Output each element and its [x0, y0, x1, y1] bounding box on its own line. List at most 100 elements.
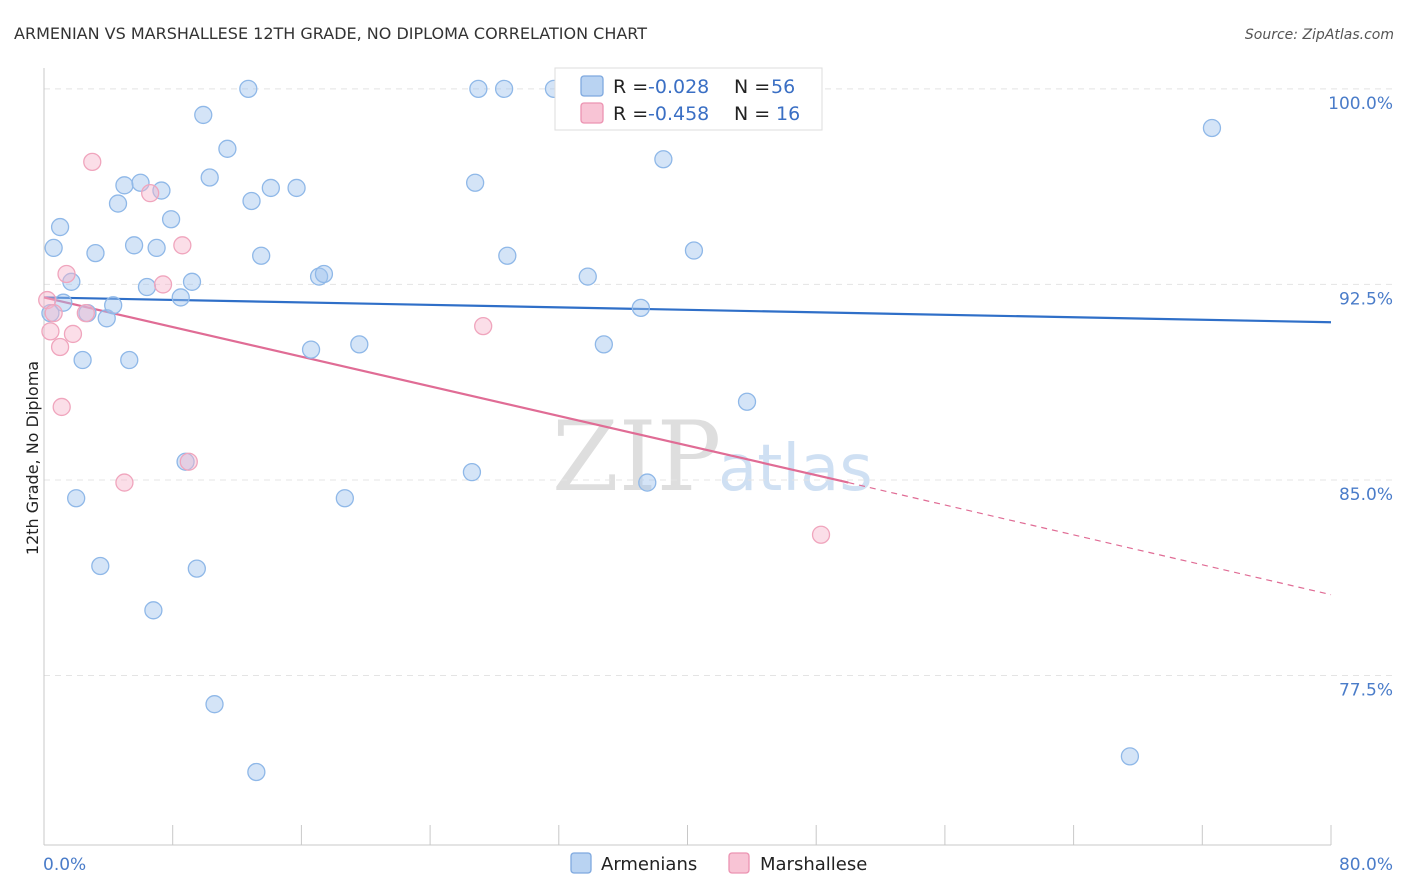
point-armenians-48 — [631, 298, 650, 318]
point-armenians-11 — [108, 194, 128, 213]
legend-r-label-armenians: R = — [613, 76, 648, 98]
point-armenians-46 — [578, 267, 597, 286]
stats-legend: R = -0.028 N = 56 R = -0.458 N = 16 — [554, 67, 823, 131]
point-armenians-42 — [469, 79, 488, 99]
point-armenians-1 — [50, 217, 70, 237]
point-armenians-26 — [200, 168, 219, 187]
trend-line-marshallese — [43, 296, 849, 484]
series-legend-label-armenians: Armenians — [601, 854, 697, 875]
point-armenians-54 — [1202, 118, 1222, 138]
point-armenians-49 — [638, 473, 657, 492]
legend-n-value-armenians: 56 — [771, 76, 795, 98]
point-armenians-39 — [350, 335, 369, 354]
point-armenians-27 — [205, 695, 224, 714]
legend-n-label-marshallese: N = — [734, 103, 770, 125]
point-armenians-50 — [654, 150, 673, 169]
point-marshallese-1 — [41, 322, 60, 341]
y-tick-label-3: 77.5% — [1339, 681, 1393, 701]
point-armenians-20 — [161, 210, 181, 229]
point-armenians-52 — [737, 392, 757, 411]
point-armenians-25 — [194, 105, 213, 125]
point-marshallese-4 — [52, 397, 71, 417]
point-armenians-7 — [86, 243, 105, 263]
gridlines — [44, 88, 1392, 677]
y-axis-label: 12th Grade, No Diploma — [23, 361, 42, 555]
point-armenians-36 — [309, 267, 329, 286]
point-armenians-23 — [182, 272, 202, 291]
y-tick-labels: 100.0% 92.5% 85.0% 77.5% — [1328, 94, 1393, 701]
point-armenians-33 — [261, 178, 280, 198]
series-legend: Armenians Marshallese — [570, 852, 867, 875]
point-armenians-19 — [152, 181, 171, 200]
trend-line-extension-marshallese — [848, 481, 1332, 596]
point-marshallese-6 — [63, 324, 83, 344]
point-armenians-51 — [684, 241, 704, 260]
point-armenians-17 — [144, 601, 163, 620]
point-armenians-14 — [124, 236, 144, 255]
point-marshallese-10 — [141, 184, 160, 203]
x-tick-label-max: 80.0% — [1339, 855, 1393, 875]
watermark: ZIP atlas — [552, 401, 873, 513]
point-armenians-34 — [287, 178, 306, 198]
point-armenians-38 — [335, 489, 354, 508]
point-armenians-24 — [187, 559, 206, 578]
chart-title: ARMENIAN VS MARSHALLESE 12TH GRADE, NO D… — [14, 24, 647, 43]
legend-r-value-armenians: -0.028 — [648, 76, 709, 98]
point-armenians-35 — [301, 340, 321, 359]
legend-swatch-marshallese — [580, 102, 604, 124]
series-legend-label-marshallese: Marshallese — [760, 854, 867, 875]
point-armenians-40 — [462, 462, 482, 482]
series-legend-swatch-marshallese — [728, 852, 750, 874]
legend-r-value-marshallese: -0.458 — [648, 103, 709, 125]
point-marshallese-9 — [115, 473, 134, 492]
point-armenians-28 — [218, 139, 237, 158]
point-armenians-21 — [171, 288, 190, 307]
point-armenians-0 — [44, 238, 63, 258]
y-tick-label-1: 92.5% — [1339, 289, 1393, 309]
chart-source: Source: ZipAtlas.com — [1245, 27, 1394, 43]
point-armenians-10 — [104, 296, 123, 315]
point-marshallese-3 — [50, 337, 70, 357]
watermark-atlas: atlas — [718, 432, 873, 506]
axes — [43, 68, 1332, 846]
point-armenians-4 — [67, 489, 86, 508]
point-marshallese-5 — [57, 264, 76, 284]
point-marshallese-2 — [44, 303, 63, 323]
y-tick-label-0: 100.0% — [1328, 94, 1393, 114]
point-armenians-47 — [594, 335, 613, 354]
point-armenians-8 — [91, 556, 110, 576]
trend-lines — [43, 296, 1332, 596]
point-armenians-29 — [239, 79, 258, 99]
x-tick-label-min: 0.0% — [43, 855, 86, 875]
point-armenians-31 — [247, 762, 266, 782]
trend-line-armenians — [43, 296, 1332, 324]
legend-n-value-marshallese: 16 — [776, 103, 800, 125]
point-marshallese-7 — [76, 303, 95, 323]
legend-n-label-armenians: N = — [734, 76, 770, 98]
legend-r-label-marshallese: R = — [613, 103, 648, 125]
data-points — [38, 79, 1222, 782]
point-armenians-18 — [147, 238, 166, 258]
point-marshallese-15 — [811, 525, 831, 544]
point-marshallese-8 — [83, 152, 102, 172]
point-armenians-43 — [494, 79, 514, 99]
point-armenians-44 — [498, 246, 517, 265]
series-legend-swatch-armenians — [570, 852, 592, 874]
point-armenians-16 — [137, 277, 157, 297]
point-armenians-12 — [115, 176, 134, 195]
point-marshallese-12 — [173, 236, 192, 255]
point-marshallese-13 — [179, 452, 198, 471]
point-armenians-5 — [73, 350, 92, 370]
point-armenians-13 — [120, 350, 139, 370]
watermark-zip: ZIP — [552, 401, 721, 513]
point-armenians-41 — [465, 173, 485, 192]
legend-swatch-armenians — [580, 75, 604, 97]
point-marshallese-11 — [153, 275, 173, 294]
point-armenians-37 — [314, 264, 334, 284]
point-armenians-32 — [252, 246, 271, 265]
y-tick-label-2: 85.0% — [1339, 485, 1393, 505]
point-armenians-30 — [242, 191, 261, 211]
point-marshallese-14 — [474, 316, 493, 336]
point-armenians-53 — [1120, 747, 1140, 766]
